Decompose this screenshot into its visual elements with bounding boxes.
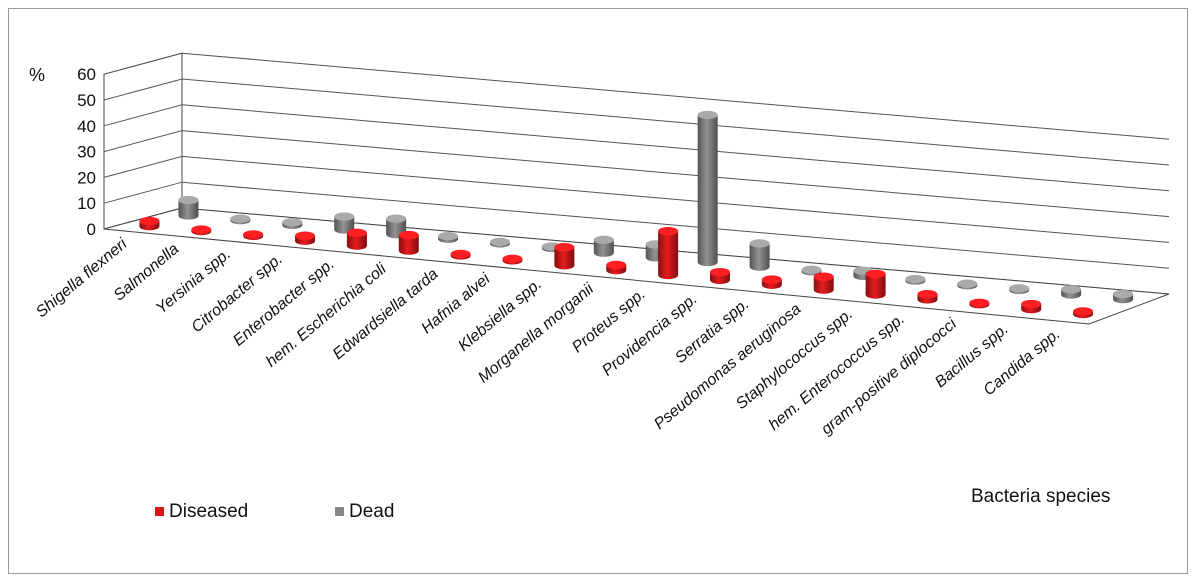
bar-diseased-enterobacter-spp (346, 228, 367, 250)
bar-dead-yersinia-spp (282, 218, 303, 230)
gridline-40 (103, 104, 1170, 192)
x-tick-label-providencia-spp: Providencia spp. (599, 291, 701, 380)
bar-diseased-citrobacter-spp (295, 231, 316, 246)
legend-swatch-diseased (155, 507, 164, 516)
bar-diseased-edwardsiella-tarda (450, 249, 471, 260)
bar-dead-hem-escherichia-coli (438, 232, 459, 243)
gridline-30 (103, 130, 1170, 218)
legend: Diseased Dead (155, 501, 394, 522)
bar-diseased-serratia-spp (761, 275, 782, 289)
x-tick-label-edwardsiella-tarda: Edwardsiella tarda (330, 265, 442, 363)
bar-dead-staphylococcus-spp (905, 274, 926, 285)
gridline-10 (103, 181, 1170, 269)
bar-dead-proteus-spp (697, 110, 718, 267)
x-tick-label-enterobacter-spp: Enterobacter spp. (230, 256, 338, 350)
x-tick-label-shigella-flexneri: Shigella flexneri (33, 235, 131, 321)
legend-label-dead: Dead (349, 501, 394, 522)
y-tick-label-30: 30 (77, 143, 96, 162)
bar-dead-providencia-spp (749, 239, 770, 271)
bar-diseased-hem-enterococcus-spp (917, 290, 938, 304)
bar-diseased-pseudomonas-aeruginosa (813, 272, 834, 294)
bar-diseased-salmonella (191, 225, 212, 236)
bar-dead-candida-spp (1113, 289, 1134, 304)
y-tick-label-40: 40 (77, 117, 96, 136)
bar-diseased-yersinia-spp (243, 230, 264, 241)
bar-dead-citrobacter-spp (334, 212, 355, 234)
bar-dead-salmonella (230, 214, 251, 225)
gridline-50 (103, 78, 1170, 166)
bar-dead-shigella-flexneri (178, 195, 199, 220)
bar-dead-klebsiella-spp (593, 235, 614, 257)
gridline-20 (103, 155, 1170, 243)
x-tick-label-morganella-morganii: Morganella morganii (475, 280, 597, 386)
bar-diseased-hem-escherichia-coli (398, 230, 419, 255)
bar-diseased-klebsiella-spp (554, 242, 575, 270)
bar-diseased-proteus-spp (658, 226, 679, 280)
y-tick-label-20: 20 (77, 168, 96, 187)
y-axis-ticks: 0 10 20 30 40 50 60 (77, 65, 96, 239)
y-tick-label-60: 60 (77, 65, 96, 84)
bar-diseased-morganella-morganii (606, 260, 627, 275)
y-axis-unit-label: % (29, 65, 45, 85)
y-tick-label-10: 10 (77, 194, 96, 213)
bar-diseased-providencia-spp (709, 267, 730, 285)
bars (139, 110, 1134, 319)
legend-item-dead: Dead (335, 501, 394, 522)
bar-diseased-gram-positive-diplococci (969, 298, 990, 309)
chart-floor (103, 207, 1170, 325)
legend-label-diseased: Diseased (169, 501, 248, 522)
floor-plane (103, 207, 1170, 325)
legend-item-diseased: Diseased (155, 501, 248, 522)
y-tick-label-0: 0 (87, 220, 96, 239)
bar-diseased-hafnia-alvei (502, 254, 523, 265)
bar-diseased-staphylococcus-spp (865, 269, 886, 299)
bar-diseased-candida-spp (1073, 307, 1094, 319)
x-axis-title: Bacteria species (971, 486, 1110, 507)
bar-diseased-bacillus-spp (1021, 299, 1042, 314)
bar-dead-gram-positive-diplococci (1009, 284, 1030, 295)
bar-dead-hem-enterococcus-spp (957, 279, 978, 290)
legend-swatch-dead (335, 507, 344, 516)
bar-diseased-shigella-flexneri (139, 216, 160, 231)
chart-frame: 0 10 20 30 40 50 60 % Shigella flexneri Salmone… (8, 8, 1188, 574)
y-tick-label-50: 50 (77, 91, 96, 110)
bar-dead-edwardsiella-tarda (489, 237, 510, 248)
gridline-60 (103, 52, 1170, 140)
bar-dead-bacillus-spp (1061, 285, 1082, 299)
